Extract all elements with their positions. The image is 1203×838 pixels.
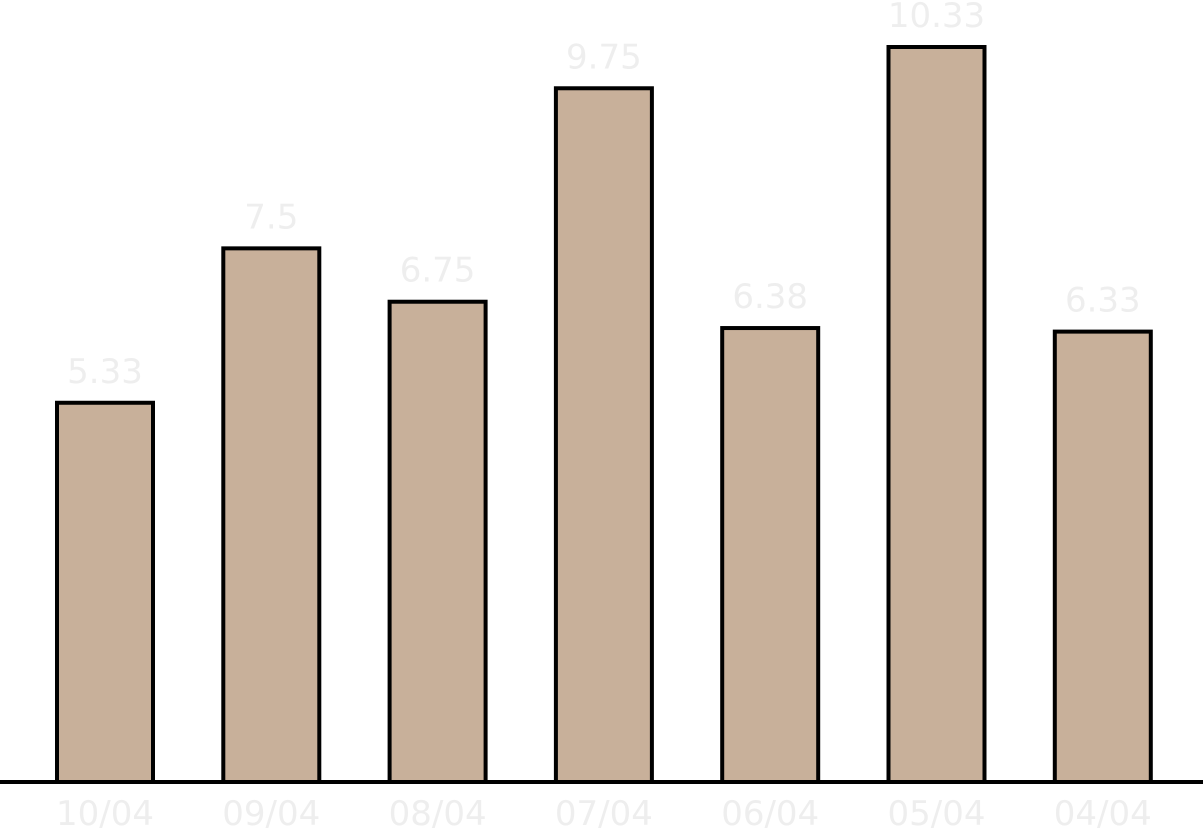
x-tick-label: 08/04 — [389, 794, 487, 834]
x-tick-label: 09/04 — [222, 794, 320, 834]
data-label: 6.33 — [1065, 281, 1141, 321]
x-tick-label: 10/04 — [56, 794, 154, 834]
data-label: 7.5 — [244, 197, 298, 237]
bar-09-04 — [221, 246, 322, 785]
bar-10-04 — [55, 400, 155, 784]
data-label: 6.75 — [400, 251, 476, 291]
data-label: 6.38 — [732, 277, 808, 317]
x-tick-label: 06/04 — [721, 794, 819, 834]
bar-06-04 — [720, 326, 821, 784]
x-tick-label: 07/04 — [555, 794, 653, 834]
bar-08-04 — [387, 299, 488, 784]
bar-05-04 — [886, 45, 987, 784]
value-labels-group: 5.33 7.5 6.75 9.75 6.38 10.33 6.33 — [67, 0, 1141, 392]
bar-04-04 — [1052, 329, 1153, 784]
data-label: 10.33 — [888, 0, 985, 36]
data-label: 9.75 — [566, 37, 642, 77]
bars-group — [55, 45, 1153, 785]
bar-07-04 — [553, 86, 654, 785]
x-tick-labels-group: 10/04 09/04 08/04 07/04 06/04 05/04 04/04 — [56, 794, 1152, 834]
x-tick-label: 04/04 — [1054, 794, 1152, 834]
data-label: 5.33 — [67, 352, 143, 392]
x-tick-label: 05/04 — [888, 794, 986, 834]
